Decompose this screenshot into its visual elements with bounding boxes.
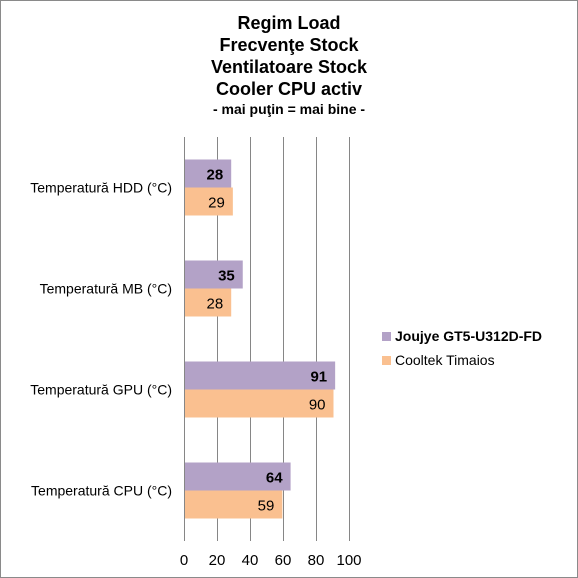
labels: 0 20 40 60 80 100 Temperatură HDD (°C) 28 29 Temp… [30, 167, 361, 570]
category-label-2: Temperatură MB (°C) [40, 281, 172, 297]
bar-series-2-cat-4 [185, 490, 283, 519]
data-label-series-2-cat-4: 59 [258, 498, 275, 515]
category-label-3: Temperatură GPU (°C) [30, 382, 172, 398]
data-label-series-2-cat-1: 29 [208, 195, 225, 212]
category-label-4: Temperatură CPU (°C) [31, 483, 172, 499]
bar-series-2-cat-3 [185, 389, 334, 418]
data-label-series-2-cat-3: 90 [309, 397, 326, 414]
title-line-4: Cooler CPU activ [215, 79, 363, 99]
title-line-1: Regim Load [237, 13, 341, 33]
legend-label-series-1: Joujye GT5-U312D-FD [395, 328, 543, 344]
x-tick-label-0: 0 [180, 552, 188, 569]
data-label-series-1-cat-1: 28 [207, 167, 224, 184]
data-label-series-1-cat-4: 64 [266, 470, 283, 487]
x-tick-label-80: 80 [308, 552, 325, 569]
legend-item-series-2: Cooltek Timaios [382, 348, 542, 372]
bar-series-1-cat-3 [185, 361, 336, 390]
data-label-series-1-cat-2: 35 [218, 268, 235, 285]
bar-series-1-cat-1 [185, 159, 232, 188]
x-tick-label-40: 40 [242, 552, 259, 569]
bars [185, 159, 336, 519]
bar-series-1-cat-4 [185, 462, 291, 491]
legend-label-series-2: Cooltek Timaios [395, 352, 495, 368]
chart-subtitle: - mai puţin = mai bine - [212, 101, 366, 117]
title-line-2: Frecvenţe Stock [219, 35, 359, 55]
x-tick-label-20: 20 [209, 552, 226, 569]
legend-swatch-series-1 [382, 331, 391, 341]
data-label-series-1-cat-3: 91 [310, 369, 327, 386]
bar-series-2-cat-2 [185, 288, 232, 317]
chart-title: Regim Load Frecvenţe Stock Ventilatoare … [0, 12, 578, 118]
category-label-1: Temperatură HDD (°C) [30, 180, 172, 196]
legend-item-series-1: Joujye GT5-U312D-FD [382, 324, 542, 348]
bar-series-2-cat-1 [185, 187, 233, 216]
legend: Joujye GT5-U312D-FD Cooltek Timaios [382, 324, 542, 372]
data-label-series-2-cat-2: 28 [207, 296, 224, 313]
x-tick-label-100: 100 [336, 552, 361, 569]
bar-series-1-cat-2 [185, 260, 243, 289]
x-tick-label-60: 60 [275, 552, 292, 569]
title-line-3: Ventilatoare Stock [210, 57, 368, 77]
legend-swatch-series-2 [382, 355, 391, 365]
